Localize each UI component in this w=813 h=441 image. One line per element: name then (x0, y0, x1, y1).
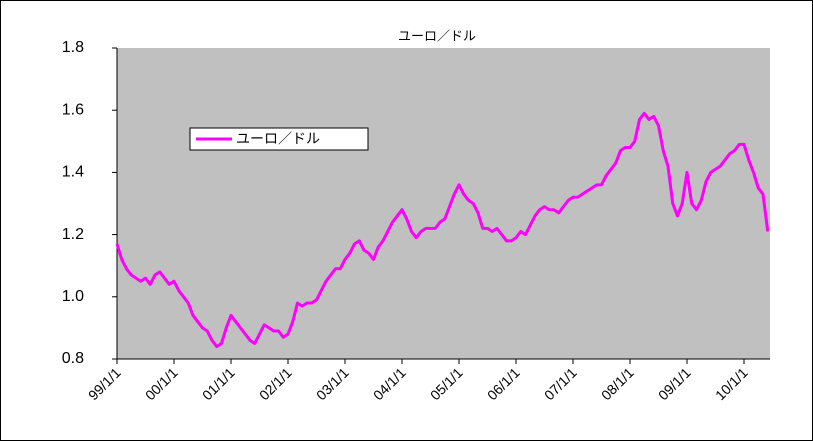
chart-title: ユーロ／ドル (398, 28, 476, 43)
y-tick-label: 1.2 (62, 226, 84, 243)
y-tick-label: 1.0 (62, 288, 84, 305)
y-tick-label: 0.8 (62, 350, 84, 367)
y-tick-label: 1.4 (62, 164, 84, 181)
legend-box (189, 127, 369, 151)
plot-area (117, 48, 770, 359)
legend-label: ユーロ／ドル (236, 131, 320, 147)
line-series (115, 111, 770, 349)
y-tick-label: 1.8 (62, 39, 84, 56)
y-tick-label: 1.6 (62, 101, 84, 118)
